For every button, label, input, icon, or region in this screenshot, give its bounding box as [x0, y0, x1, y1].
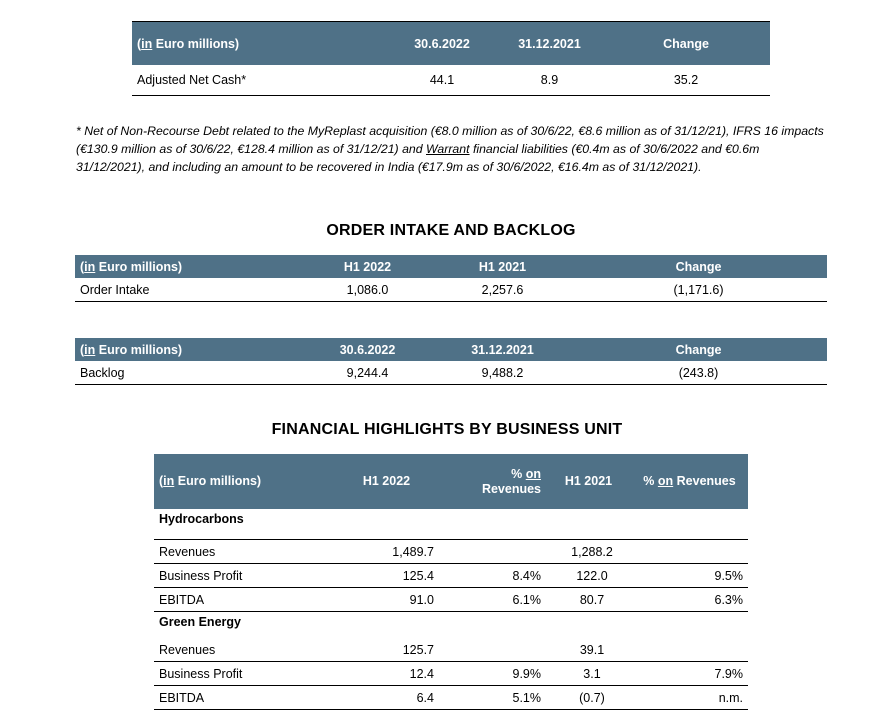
row-label: EBITDA — [154, 587, 334, 612]
divider — [154, 535, 748, 540]
cell: 9,488.2 — [435, 361, 570, 385]
table-row: Order Intake 1,086.0 2,257.6 (1,171.6) — [75, 278, 827, 302]
business-unit-table: (in Euro millions) H1 2022 % on Revenues … — [154, 454, 748, 710]
cell: (1,171.6) — [570, 278, 827, 302]
cell: 6.3% — [631, 587, 748, 612]
cell: 1,489.7 — [334, 539, 439, 564]
row-label: Revenues — [154, 539, 334, 564]
cell — [439, 638, 546, 662]
table-row: Business Profit 12.4 9.9% 3.1 7.9% — [154, 661, 748, 686]
business-unit-heading-row: Hydrocarbons — [154, 509, 748, 535]
cell: 125.4 — [334, 563, 439, 588]
business-unit-body: Hydrocarbons Revenues 1,489.7 1,288.2 Busine… — [154, 509, 748, 710]
cell: 39.1 — [546, 638, 631, 662]
cell: 35.2 — [602, 65, 770, 96]
cell: 5.1% — [439, 685, 546, 710]
table-row: EBITDA 6.4 5.1% (0.7) n.m. — [154, 685, 748, 710]
header-unit-label: (in Euro millions) — [75, 255, 300, 278]
header-col-h1-2022: H1 2022 — [334, 454, 439, 509]
cell: 9.5% — [631, 563, 748, 588]
cell: (243.8) — [570, 361, 827, 385]
cell — [631, 539, 748, 564]
table-row: Backlog 9,244.4 9,488.2 (243.8) — [75, 361, 827, 385]
warrant-link: Warrant — [426, 142, 470, 156]
table-row: Business Profit 125.4 8.4% 122.0 9.5% — [154, 563, 748, 588]
cell: 44.1 — [387, 65, 497, 96]
row-label: Revenues — [154, 638, 334, 662]
header-col-2: H1 2021 — [435, 255, 570, 278]
header-col-1: H1 2022 — [300, 255, 435, 278]
cell — [631, 638, 748, 662]
cell: 6.1% — [439, 587, 546, 612]
header-col-1: 30.6.2022 — [300, 338, 435, 361]
cell: 1,086.0 — [300, 278, 435, 302]
business-unit-name: Hydrocarbons — [159, 512, 244, 526]
cell: 7.9% — [631, 661, 748, 686]
cell: 2,257.6 — [435, 278, 570, 302]
row-label: Adjusted Net Cash* — [132, 65, 387, 96]
table-header-row: (in Euro millions) 30.6.2022 31.12.2021 … — [75, 338, 827, 361]
table-row: Revenues 125.7 39.1 — [154, 638, 748, 662]
row-label: Business Profit — [154, 563, 334, 588]
table-row: Adjusted Net Cash* 44.1 8.9 35.2 — [132, 65, 770, 96]
table-header-row: (in Euro millions) H1 2022 H1 2021 Chang… — [75, 255, 827, 278]
row-label: EBITDA — [154, 685, 334, 710]
cell: (0.7) — [546, 685, 631, 710]
row-label: Order Intake — [75, 278, 300, 302]
header-unit-label: (in Euro millions) — [75, 338, 300, 361]
footnote: * Net of Non-Recourse Debt related to th… — [76, 124, 824, 174]
row-label: Backlog — [75, 361, 300, 385]
header-col-1: 30.6.2022 — [387, 21, 497, 65]
cell: 122.0 — [546, 563, 631, 588]
header-col-pct-revenues-2022: % on Revenues — [439, 454, 546, 509]
header-unit-label: (in Euro millions) — [132, 21, 387, 65]
business-unit-name: Green Energy — [159, 615, 241, 629]
header-col-3: Change — [602, 21, 770, 65]
cell: 8.9 — [497, 65, 602, 96]
table-header-row: (in Euro millions) 30.6.2022 31.12.2021 … — [132, 21, 770, 65]
header-col-h1-2021: H1 2021 — [546, 454, 631, 509]
header-col-3: Change — [570, 255, 827, 278]
cell: 6.4 — [334, 685, 439, 710]
cell: n.m. — [631, 685, 748, 710]
header-unit-label: (in Euro millions) — [154, 454, 334, 509]
cell: 125.7 — [334, 638, 439, 662]
net-cash-table: (in Euro millions) 30.6.2022 31.12.2021 … — [132, 21, 770, 96]
cell: 80.7 — [546, 587, 631, 612]
row-label: Business Profit — [154, 661, 334, 686]
table-row: EBITDA 91.0 6.1% 80.7 6.3% — [154, 587, 748, 612]
cell: 9.9% — [439, 661, 546, 686]
divider-cell — [154, 535, 748, 540]
cell: 1,288.2 — [546, 539, 631, 564]
header-col-pct-revenues-2021: % on Revenues — [631, 454, 748, 509]
section-title-financial-highlights: FINANCIAL HIGHLIGHTS BY BUSINESS UNIT — [271, 421, 623, 438]
order-intake-table: (in Euro millions) H1 2022 H1 2021 Chang… — [75, 255, 827, 302]
cell: 3.1 — [546, 661, 631, 686]
cell — [439, 539, 546, 564]
section-title-order-intake: ORDER INTAKE AND BACKLOG — [326, 222, 576, 239]
header-col-2: 31.12.2021 — [497, 21, 602, 65]
cell: 9,244.4 — [300, 361, 435, 385]
cell: 91.0 — [334, 587, 439, 612]
header-col-2: 31.12.2021 — [435, 338, 570, 361]
table-row: Revenues 1,489.7 1,288.2 — [154, 539, 748, 564]
business-unit-heading-row: Green Energy — [154, 612, 748, 639]
table-header-row: (in Euro millions) H1 2022 % on Revenues … — [154, 454, 748, 509]
cell: 8.4% — [439, 563, 546, 588]
header-col-3: Change — [570, 338, 827, 361]
backlog-table: (in Euro millions) 30.6.2022 31.12.2021 … — [75, 338, 827, 385]
cell: 12.4 — [334, 661, 439, 686]
